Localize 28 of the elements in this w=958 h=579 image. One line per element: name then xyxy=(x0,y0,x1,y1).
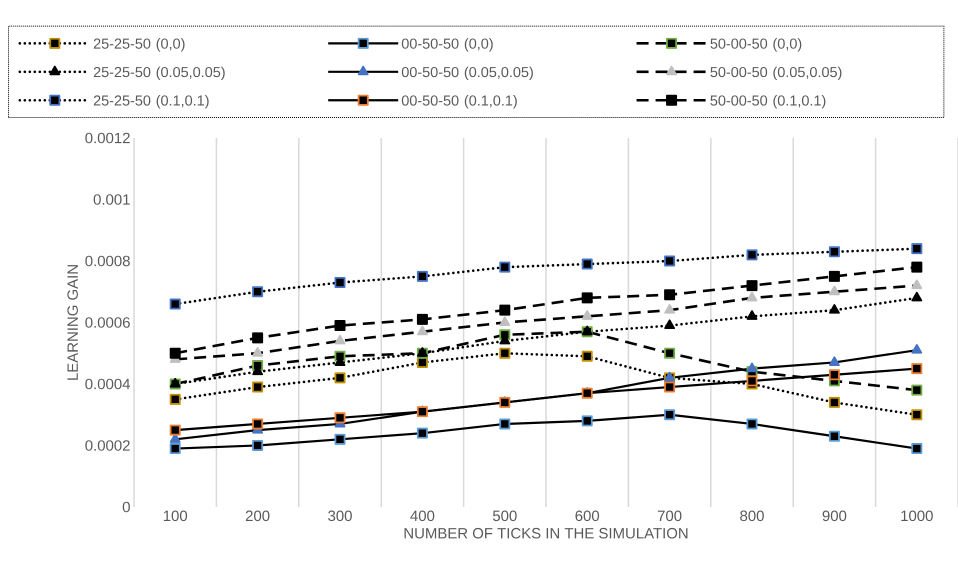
legend-label: 00-50-50 (0,0) xyxy=(402,38,493,52)
x-tick-label: 200 xyxy=(246,510,270,522)
legend-label: 50-00-50 (0.1,0.1) xyxy=(710,95,826,108)
legend-label: 00-50-50 (0.1,0.1) xyxy=(402,95,517,108)
x-tick-label: 700 xyxy=(658,510,682,522)
y-tick-label: 0.0006 xyxy=(85,317,130,328)
x-tick-label: 900 xyxy=(822,510,846,522)
legend-label: 25-25-50 (0.1,0.1) xyxy=(94,95,209,108)
legend-label: 25-25-50 (0,0) xyxy=(94,38,185,52)
x-tick-label: 100 xyxy=(164,510,188,522)
x-tick-label: 300 xyxy=(328,510,352,522)
y-tick-label: 0.0002 xyxy=(85,440,130,451)
x-tick-label: 1000 xyxy=(901,510,933,522)
x-tick-label: 400 xyxy=(410,510,434,522)
legend-label: 25-25-50 (0.05,0.05) xyxy=(94,66,225,80)
y-tick-label: 0.0012 xyxy=(85,132,130,144)
x-tick-label: 600 xyxy=(576,510,600,522)
x-tick-label: 800 xyxy=(740,510,764,522)
y-tick-label: 0 xyxy=(122,502,130,512)
y-tick-label: 0.001 xyxy=(94,194,130,205)
x-tick-label: 500 xyxy=(492,510,517,522)
legend-label: 00-50-50 (0.05,0.05) xyxy=(402,66,533,80)
legend-label: 50-00-50 (0,0) xyxy=(710,38,802,52)
y-axis-title: LEARNING GAIN xyxy=(67,265,78,380)
y-tick-label: 0.0004 xyxy=(85,378,130,390)
legend-label: 50-00-50 (0.05,0.05) xyxy=(710,66,842,80)
x-axis-title: NUMBER OF TICKS IN THE SIMULATION xyxy=(404,528,688,538)
y-tick-label: 0.0008 xyxy=(85,256,130,266)
